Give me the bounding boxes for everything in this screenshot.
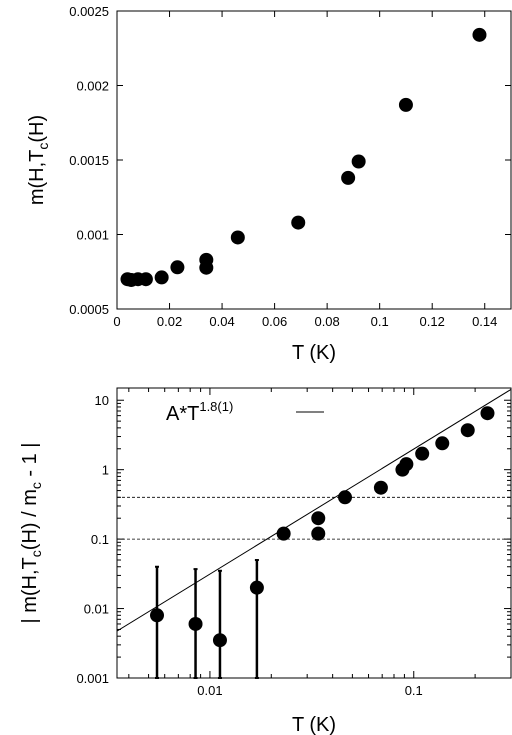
fit-legend: A*T1.8(1)	[166, 399, 324, 425]
top-data-point	[199, 252, 214, 267]
top-y-tick-label: 0.0025	[69, 4, 109, 19]
fit-legend-base: A*T	[166, 403, 199, 425]
top-y-axis-title-end: (H)	[26, 115, 48, 143]
top-data-point	[230, 230, 245, 245]
top-y-tick-label: 0.0005	[69, 302, 109, 317]
top-data-point	[351, 154, 366, 169]
bottom-data-point	[415, 446, 430, 461]
top-y-tick-label: 0.001	[76, 228, 109, 243]
top-data-point	[291, 215, 306, 230]
top-x-tick-label: 0.08	[314, 314, 339, 329]
top-y-axis-title: m(H,Tc(H)	[26, 115, 51, 205]
bottom-data-point	[480, 406, 495, 421]
bottom-chart-ticks: 0.01 0.1 0.001 0.01 0.1 1 10	[76, 388, 511, 698]
bottom-data-point	[373, 480, 388, 495]
top-y-tick-label: 0.002	[76, 79, 109, 94]
bottom-data-point	[435, 436, 450, 451]
bottom-y-axis-title-end: - 1 |	[19, 442, 41, 482]
top-x-tick-label: 0.04	[209, 314, 234, 329]
top-data-point	[138, 272, 153, 287]
bottom-y-tick-label: 0.001	[76, 671, 109, 686]
bottom-data-point	[338, 490, 353, 505]
top-y-axis-subscript: c	[35, 143, 51, 150]
fit-legend-label: A*T1.8(1)	[166, 399, 233, 425]
bottom-y-tick-label: 0.1	[91, 532, 109, 547]
top-x-tick-label: 0	[113, 314, 120, 329]
bottom-y-tick-label: 10	[95, 393, 109, 408]
top-data-point	[398, 97, 413, 112]
bottom-data-point	[460, 423, 475, 438]
fit-legend-exponent: 1.8(1)	[199, 399, 233, 414]
top-data-point	[341, 170, 356, 185]
bottom-data-point	[311, 526, 326, 541]
bottom-x-tick-label: 0.01	[197, 683, 222, 698]
bottom-data-point	[249, 580, 264, 595]
bottom-plot-frame	[116, 387, 512, 679]
bottom-y-tick-label: 0.01	[84, 602, 109, 617]
bottom-data-point	[399, 457, 414, 472]
bottom-data-point	[188, 616, 203, 631]
top-chart-ticks: 0 0.02 0.04 0.06 0.08 0.1 0.12 0.14 0.0005 0.001 0…	[69, 4, 511, 329]
bottom-data-point	[311, 511, 326, 526]
bottom-y-axis-subscript-c2: c	[28, 482, 44, 489]
bottom-data-point	[212, 633, 227, 648]
bottom-x-tick-label: 0.1	[405, 683, 423, 698]
top-x-tick-label: 0.02	[157, 314, 182, 329]
bottom-y-axis-title: | m(H,Tc(H) / mc - 1 |	[19, 442, 44, 623]
bottom-chart-panel: 0.01 0.1 0.001 0.01 0.1 1 10 A*T1.8(1) T (K) |…	[19, 387, 512, 735]
top-x-tick-label: 0.06	[262, 314, 287, 329]
bottom-data-point	[276, 526, 291, 541]
top-x-tick-label: 0.1	[371, 314, 389, 329]
bottom-x-axis-title: T (K)	[292, 714, 336, 735]
top-x-axis-title: T (K)	[292, 342, 336, 364]
bottom-chart-marks	[117, 388, 511, 679]
bottom-y-tick-label: 1	[102, 463, 109, 478]
top-y-tick-label: 0.0015	[69, 153, 109, 168]
power-law-fit-line	[117, 388, 511, 632]
top-x-tick-label: 0.14	[472, 314, 497, 329]
top-data-point	[472, 27, 487, 42]
top-chart-marks	[120, 27, 487, 287]
bottom-data-point	[150, 608, 165, 623]
top-data-point	[154, 270, 169, 285]
bottom-y-axis-subscript-c: c	[28, 550, 44, 557]
top-x-tick-label: 0.12	[420, 314, 445, 329]
top-data-point	[170, 260, 185, 275]
bottom-y-axis-title-mid: (H) / m	[19, 489, 41, 550]
top-chart-panel: 0 0.02 0.04 0.06 0.08 0.1 0.12 0.14 0.0005 0.001 0…	[26, 4, 512, 364]
